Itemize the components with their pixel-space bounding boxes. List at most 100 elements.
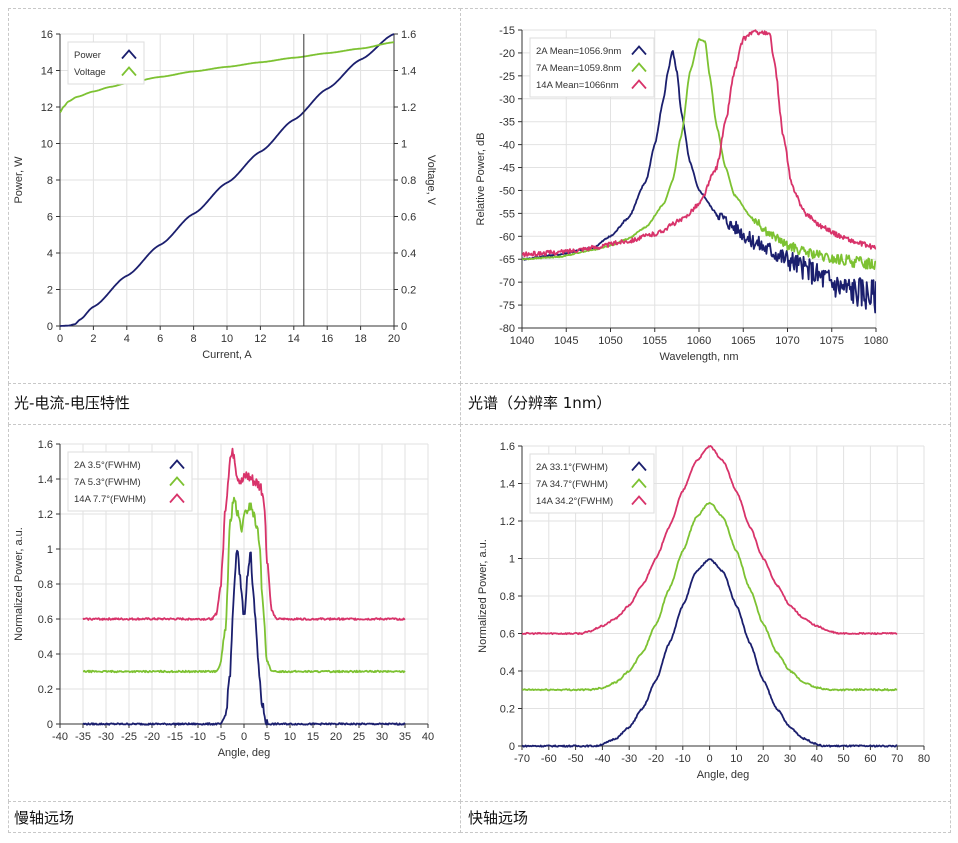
series-line-2 <box>82 447 406 621</box>
y-tick-label: 1.4 <box>38 474 53 486</box>
legend: 2A Mean=1056.9nm 7A Mean=1059.8nm 14A Mean… <box>529 37 655 98</box>
y-tick-label: -15 <box>499 25 515 37</box>
x-tick-label: -10 <box>190 731 206 743</box>
y2-tick-label: 1.6 <box>401 29 416 41</box>
y-tick-label: 2 <box>47 285 53 297</box>
y-axis-title: Relative Power, dB <box>475 133 487 226</box>
x-tick-label: 30 <box>376 731 388 743</box>
x-tick-label: 12 <box>254 333 266 345</box>
y2-tick-label: 1.2 <box>401 102 416 114</box>
y-tick-label: 1.6 <box>500 441 515 453</box>
x-tick-label: 1060 <box>687 335 711 347</box>
y-tick-label: -35 <box>499 117 515 129</box>
x-tick-label: -70 <box>514 753 530 765</box>
legend: Power Voltage <box>67 41 145 85</box>
x-tick-label: 1075 <box>820 335 844 347</box>
y-tick-label: 4 <box>47 248 53 260</box>
x-tick-label: -30 <box>98 731 114 743</box>
x-tick-label: -30 <box>621 753 637 765</box>
x-tick-label: 80 <box>918 753 930 765</box>
y2-tick-label: 0.6 <box>401 212 416 224</box>
legend-swatch <box>631 45 647 56</box>
spectrum-chart: 1040 1045 1050 1055 1060 1065 1070 1075 1080 -80 -… <box>475 25 888 363</box>
y-tick-label: -45 <box>499 163 515 175</box>
y-tick-label: 0 <box>47 321 53 333</box>
y-tick-label: -30 <box>499 94 515 106</box>
x-tick-label: 0 <box>241 731 247 743</box>
y-tick-label: -65 <box>499 254 515 266</box>
series-line-2 <box>522 29 876 258</box>
y-tick-label: 0.6 <box>500 629 515 641</box>
x-tick-label: 0 <box>57 333 63 345</box>
x-tick-label: -20 <box>144 731 160 743</box>
legend-label: 2A 3.5°(FWHM) <box>74 460 141 471</box>
x-tick-label: 16 <box>321 333 333 345</box>
x-tick-label: -60 <box>541 753 557 765</box>
y-tick-label: 16 <box>41 29 53 41</box>
y-tick-label: -70 <box>499 277 515 289</box>
legend-box <box>67 41 145 85</box>
y2-tick-label: 0 <box>401 321 407 333</box>
x-tick-label: 4 <box>124 333 130 345</box>
y-tick-label: 1.6 <box>38 439 53 451</box>
x-axis-title: Angle, deg <box>218 747 271 759</box>
caption-fast-axis: 快轴远场 <box>468 809 529 827</box>
y-tick-label: 0.8 <box>500 591 515 603</box>
series-line-2 <box>522 445 898 636</box>
legend: 2A 3.5°(FWHM) 7A 5.3°(FWHM) 14A 7.7°(FWHM) <box>67 451 193 512</box>
x-tick-label: 25 <box>353 731 365 743</box>
y-tick-label: 1 <box>509 554 515 566</box>
legend-swatch <box>631 461 647 472</box>
x-tick-label: 1070 <box>775 335 799 347</box>
legend-label: 7A Mean=1059.8nm <box>536 63 621 74</box>
y-tick-label: 0 <box>509 741 515 753</box>
legend-label: 14A Mean=1066nm <box>536 80 619 91</box>
x-tick-label: 8 <box>191 333 197 345</box>
legend-label: Power <box>74 50 101 61</box>
x-tick-label: 2 <box>90 333 96 345</box>
x-tick-label: -20 <box>648 753 664 765</box>
series-line-1 <box>522 501 898 692</box>
y2-tick-label: 0.2 <box>401 285 416 297</box>
x-tick-label: 10 <box>730 753 742 765</box>
y2-tick-label: 0.4 <box>401 248 416 260</box>
y-tick-label: -40 <box>499 140 515 152</box>
x-tick-label: 15 <box>307 731 319 743</box>
caption-spectrum: 光谱（分辨率 1nm） <box>468 394 612 412</box>
figure-table <box>8 8 951 833</box>
y-tick-label: -75 <box>499 300 515 312</box>
series-line-0 <box>82 549 406 726</box>
y-tick-label: 1 <box>47 544 53 556</box>
x-tick-label: 1080 <box>864 335 888 347</box>
x-tick-label: 30 <box>784 753 796 765</box>
series-line-1 <box>60 41 394 114</box>
legend: 2A 33.1°(FWHM) 7A 34.7°(FWHM) 14A 34.2°(FW… <box>529 453 655 514</box>
y-tick-label: 0.6 <box>38 614 53 626</box>
x-tick-label: 0 <box>707 753 713 765</box>
x-tick-label: 10 <box>284 731 296 743</box>
y-tick-label: -55 <box>499 208 515 220</box>
cell-slow-axis-caption <box>8 801 461 833</box>
x-axis-title: Wavelength, nm <box>659 351 738 363</box>
y2-tick-label: 1.4 <box>401 66 416 78</box>
y-tick-label: 8 <box>47 175 53 187</box>
x-tick-label: 6 <box>157 333 163 345</box>
x-tick-label: 20 <box>330 731 342 743</box>
y-tick-label: 1.2 <box>38 509 53 521</box>
legend-label: 2A Mean=1056.9nm <box>536 46 621 57</box>
y-tick-label: 0 <box>47 719 53 731</box>
x-tick-label: 40 <box>811 753 823 765</box>
y-tick-label: -25 <box>499 71 515 83</box>
x-tick-label: 1065 <box>731 335 755 347</box>
x-tick-label: -5 <box>216 731 226 743</box>
y-tick-label: 0.2 <box>500 704 515 716</box>
y-tick-label: 1.2 <box>500 516 515 528</box>
x-tick-label: 18 <box>354 333 366 345</box>
fast-axis-chart: -70 -60 -50 -40 -30 -20 -10 0 10 20 30 40 50 60 70 80 0 0… <box>477 441 930 781</box>
y-tick-label: -50 <box>499 185 515 197</box>
y-tick-label: 0.8 <box>38 579 53 591</box>
legend-swatch <box>121 49 137 60</box>
y-tick-label: -20 <box>499 48 515 60</box>
legend-label: 7A 34.7°(FWHM) <box>536 479 608 490</box>
series-line-1 <box>82 496 406 674</box>
